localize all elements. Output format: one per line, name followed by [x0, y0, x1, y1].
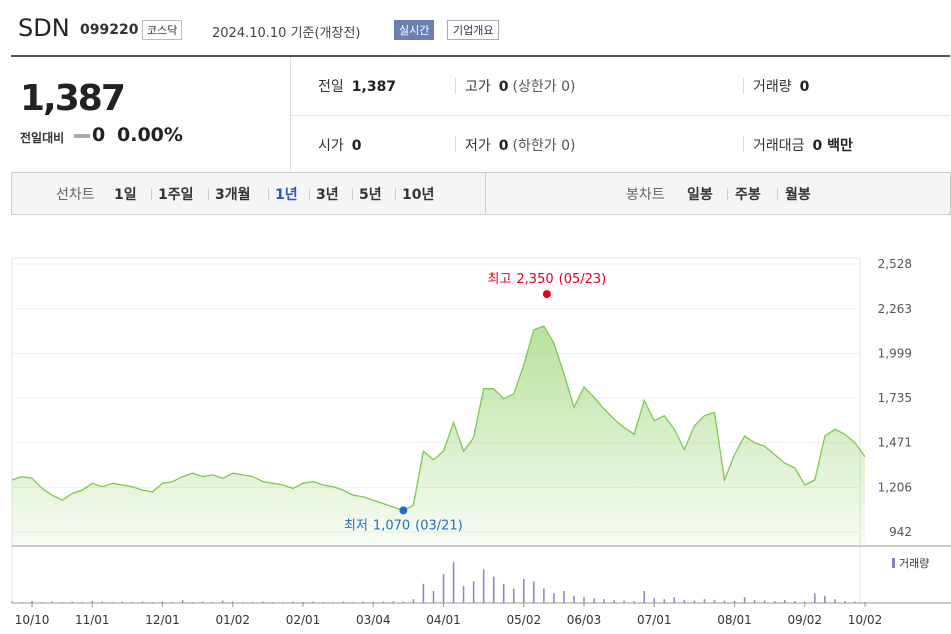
price: 1,387: [20, 78, 126, 119]
item-label: 거래대금: [753, 138, 805, 154]
price-line: [11, 325, 866, 512]
stock-code: 099220: [80, 22, 139, 38]
x-tick-label: 02/01: [286, 613, 321, 627]
item-label: 전일: [318, 79, 344, 95]
stock-name: SDN: [18, 14, 70, 42]
y-tick-label: 1,999: [878, 346, 912, 360]
item-value: 0: [351, 138, 362, 154]
change: 0: [92, 124, 106, 146]
separator: [151, 188, 152, 200]
period-tab[interactable]: 1일: [114, 187, 137, 203]
candle-chart-label: 봉차트: [626, 187, 665, 203]
low-dot: [399, 506, 408, 515]
x-tick-label: 10/02: [848, 613, 883, 627]
low-label: 최저 1,070 (03/21): [344, 518, 463, 533]
x-tick-label: 12/01: [145, 613, 180, 627]
period-tab[interactable]: 3개월: [215, 187, 251, 203]
high-date: (05/23): [559, 272, 607, 287]
summary-item: 고가 0 (상한가 0): [465, 76, 575, 96]
item-label: 저가: [465, 138, 491, 154]
summary-item: 저가 0 (하한가 0): [465, 135, 575, 155]
x-tick-label: 03/04: [356, 613, 391, 627]
y-tick-label: 1,206: [878, 480, 912, 494]
item-value: 0 백만: [812, 138, 853, 154]
separator: [352, 188, 353, 200]
separator: [455, 136, 456, 152]
legend-swatch: [892, 558, 895, 568]
x-tick-label: 08/01: [717, 613, 752, 627]
x-tick-label: 06/03: [567, 613, 602, 627]
high-label: 최고 2,350 (05/23): [487, 272, 606, 287]
summary-item: 거래대금 0 백만: [753, 135, 853, 155]
high-value_label: 2,350: [516, 272, 553, 287]
separator: [309, 188, 310, 200]
y-tick-label: 942: [889, 525, 912, 539]
separator: [268, 188, 269, 200]
separator: [743, 78, 744, 94]
tab-bar: [11, 172, 951, 215]
candle-tab[interactable]: 일봉: [687, 187, 713, 203]
separator: [455, 78, 456, 94]
price-area: [12, 326, 865, 545]
summary-box: [11, 55, 950, 173]
market-badge: 코스닥: [142, 20, 183, 40]
item-note: (상한가 0): [512, 79, 576, 95]
chart: 2,528 2,263 1,999 1,735 1,471 1,206 942 거래량 10/1…: [11, 257, 951, 627]
separator: [727, 188, 728, 200]
period-tab[interactable]: 1년: [275, 187, 298, 203]
summary-item: 시가 0: [318, 135, 362, 155]
low-value_label: 1,070: [373, 518, 410, 533]
divider: [291, 115, 950, 116]
separator: [395, 188, 396, 200]
item-note: (하한가 0): [512, 138, 576, 154]
high-dot: [542, 290, 551, 299]
divider: [290, 57, 291, 170]
x-tick-label: 11/01: [75, 613, 110, 627]
item-value: 0: [498, 79, 509, 95]
separator: [208, 188, 209, 200]
candle-tab[interactable]: 주봉: [735, 187, 761, 203]
x-tick-label: 09/02: [787, 613, 822, 627]
summary-item: 거래량 0: [753, 76, 809, 96]
item-label: 고가: [465, 79, 491, 95]
divider: [485, 173, 486, 213]
y-tick-label: 1,471: [878, 436, 912, 450]
y-tick-label: 2,263: [878, 302, 912, 316]
item-value: 0: [498, 138, 509, 154]
x-tick-label: 04/01: [426, 613, 461, 627]
company-button[interactable]: 기업개요: [447, 20, 500, 40]
x-tick-label: 01/02: [215, 613, 250, 627]
realtime-button[interactable]: 실시간: [394, 20, 435, 40]
period-tab[interactable]: 10년: [402, 187, 435, 203]
candle-tab[interactable]: 월봉: [785, 187, 811, 203]
y-tick-label: 2,528: [878, 257, 912, 271]
high-label: 최고: [487, 272, 511, 287]
period-tab[interactable]: 3년: [316, 187, 339, 203]
item-value: 0: [799, 79, 810, 95]
item-label: 시가: [318, 138, 344, 154]
period-tab[interactable]: 5년: [359, 187, 382, 203]
item-label: 거래량: [753, 79, 792, 95]
x-tick-label: 05/02: [507, 613, 542, 627]
item-value: 1,387: [351, 79, 397, 95]
separator: [777, 188, 778, 200]
flat-icon: [74, 134, 90, 138]
legend-label: 거래량: [899, 557, 929, 570]
period-tab[interactable]: 1주일: [158, 187, 194, 203]
summary-item: 전일 1,387: [318, 76, 396, 96]
line-chart-label: 선차트: [56, 187, 95, 203]
plot-frame: [11, 257, 861, 604]
y-tick-label: 1,735: [878, 391, 912, 405]
x-tick-label: 10/10: [15, 613, 50, 627]
low-date: (03/21): [415, 518, 463, 533]
separator: [743, 136, 744, 152]
date: 2024.10.10 기준(개장전): [212, 26, 361, 41]
change-rate: 0.00%: [117, 124, 183, 146]
change-label: 전일대비: [20, 131, 65, 145]
low-label: 최저: [344, 518, 368, 533]
x-tick-label: 07/01: [637, 613, 672, 627]
